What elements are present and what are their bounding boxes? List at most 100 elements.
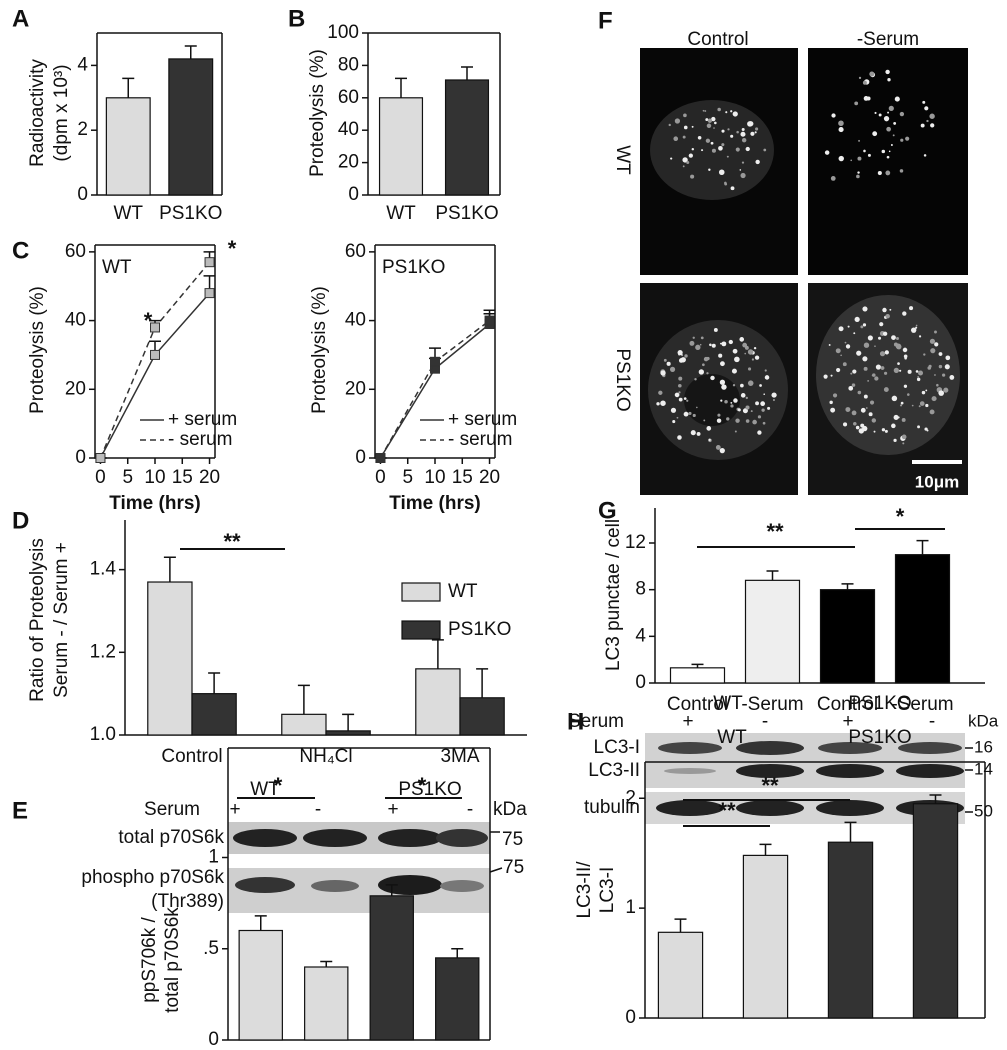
speckle [863,149,866,153]
y-tick-label: 40 [338,119,359,140]
y-tick-label: 4 [635,625,646,646]
y-tick-label: 0 [635,672,646,693]
speckle [706,123,712,129]
x-tick-label: PS1KO [435,203,498,224]
speckle [867,380,870,382]
speckle [698,369,705,375]
speckle [829,400,833,405]
cell [650,100,774,200]
speckle [923,154,927,157]
speckle [905,136,910,141]
speckle [747,380,754,386]
speckle [730,134,734,138]
speckle [917,376,920,378]
speckle [882,307,887,313]
speckle [717,107,721,112]
speckle [824,150,830,155]
speckle [757,415,762,419]
speckle [724,181,727,185]
speckle [717,413,721,417]
speckle [730,186,735,191]
y-axis-label: (dpm x 10³) [51,64,72,161]
speckle [762,421,766,425]
error-bar [395,77,407,98]
speckle [697,135,702,140]
column-label: Control [687,29,748,50]
speckle [663,358,667,362]
bar [191,693,237,736]
speckle [702,109,705,112]
speckle [677,435,682,440]
speckle [678,358,684,363]
speckle [902,442,905,445]
speckle [721,341,727,347]
speckle [823,374,828,379]
band [664,768,716,774]
speckle [690,430,696,436]
error-bar [254,915,267,931]
panel-label: H [567,708,584,735]
bar [304,966,349,1041]
speckle [721,143,725,147]
speckle [845,407,851,413]
bar [819,589,876,684]
speckle [668,123,671,127]
speckle [923,353,926,356]
speckle [853,422,857,426]
y-tick-label: 0 [348,184,359,205]
speckle [934,342,939,347]
speckle [882,331,888,336]
speckle [764,375,770,380]
speckle [673,136,679,142]
speckle [910,327,917,333]
x-tick-label: PS1KO [159,203,222,224]
speckle [714,121,717,125]
speckle [938,352,943,356]
speckle [835,348,841,354]
speckle [745,146,750,152]
kda-value: 75 [503,857,524,878]
speckle [883,387,889,392]
kda-value: 50 [974,801,993,820]
speckle [895,343,902,349]
y-tick-label: 2 [625,787,636,808]
bar [238,929,283,1041]
speckle [682,157,688,163]
speckle [718,169,725,176]
speckle [692,336,695,339]
speckle [683,411,689,417]
speckle [660,400,666,406]
marker [95,453,106,463]
annotation: ** [766,519,784,544]
speckle [934,374,936,376]
speckle [704,110,707,112]
panel-label: B [288,5,305,32]
speckle [730,401,733,404]
scale-bar-label: 10μm [915,472,959,491]
speckle [750,410,753,413]
speckle [886,155,890,159]
legend-label: - serum [168,429,232,450]
blot-e: WT PS1KO Serum + - + - kDa total p70S6k … [81,779,527,913]
speckle [752,419,757,425]
error-bar [916,539,929,555]
band [736,741,804,755]
speckle [850,159,853,162]
speckle [945,355,951,361]
speckle [901,418,906,422]
x-tick-label: Control [667,694,728,715]
speckle [702,363,705,367]
y-tick-label: 0 [75,447,86,468]
error-bar [342,713,355,731]
speckle [711,116,716,122]
band [658,742,722,754]
y-axis-label: total p70S6k [162,907,183,1013]
speckle [858,76,862,80]
speckle [888,150,891,153]
speckle [885,170,891,176]
serum-label: Serum [568,711,624,732]
y-tick-label: 60 [65,241,86,262]
speckle [831,113,836,118]
y-tick-label: 60 [345,241,366,262]
band [816,800,884,816]
